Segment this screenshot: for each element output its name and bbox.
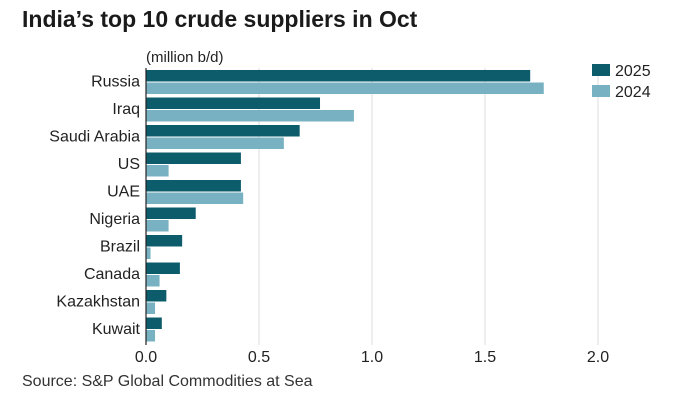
gridlines (258, 68, 599, 345)
category-label: UAE (107, 184, 140, 201)
unit-label: (million b/d) (146, 49, 224, 66)
bar-2024 (146, 247, 151, 259)
bar-2025 (146, 125, 300, 137)
bar-2025 (146, 70, 531, 82)
category-label: US (118, 156, 140, 173)
bar-2024 (146, 192, 244, 204)
chart-title: India’s top 10 crude suppliers in Oct (22, 6, 418, 32)
bar-2025 (146, 290, 167, 302)
bar-2025 (146, 152, 241, 164)
bar-2024 (146, 165, 169, 177)
category-label: Russia (91, 74, 140, 91)
category-label: Saudi Arabia (49, 129, 140, 146)
bar-2024 (146, 137, 284, 149)
bar-2024 (146, 220, 169, 232)
x-tick-label: 0.0 (135, 349, 157, 366)
legend-label-2024: 2024 (615, 84, 651, 101)
bar-2025 (146, 180, 241, 192)
bar-2024 (146, 330, 156, 342)
legend: 2025 2024 (592, 63, 651, 101)
category-label: Brazil (100, 239, 140, 256)
category-labels: Russia Iraq Saudi Arabia US UAE Nigeria Brazil… (49, 74, 140, 339)
source-note: Source: S&P Global Commodities at Sea (22, 373, 313, 390)
x-tick-label: 2.0 (587, 349, 609, 366)
legend-swatch-2025 (592, 64, 610, 76)
bar-2024 (146, 302, 156, 314)
x-tick-label: 1.5 (474, 349, 496, 366)
bar-2025 (146, 97, 321, 109)
x-tick-label: 1.0 (361, 349, 383, 366)
x-axis-tick-labels: 0.0 0.5 1.0 1.5 2.0 (135, 349, 609, 366)
bar-2025 (146, 207, 196, 219)
category-label: Kazakhstan (56, 294, 140, 311)
category-label: Nigeria (89, 211, 140, 228)
category-label: Canada (84, 266, 140, 283)
category-label: Kuwait (92, 321, 141, 338)
bar-2025 (146, 235, 183, 247)
bars (146, 70, 544, 342)
bar-2025 (146, 317, 162, 329)
x-tick-label: 0.5 (248, 349, 270, 366)
bar-2024 (146, 82, 544, 94)
category-label: Iraq (112, 101, 140, 118)
bar-2024 (146, 110, 354, 122)
bar-2024 (146, 275, 160, 287)
legend-label-2025: 2025 (615, 63, 651, 80)
legend-swatch-2024 (592, 85, 610, 97)
bar-2025 (146, 262, 180, 274)
